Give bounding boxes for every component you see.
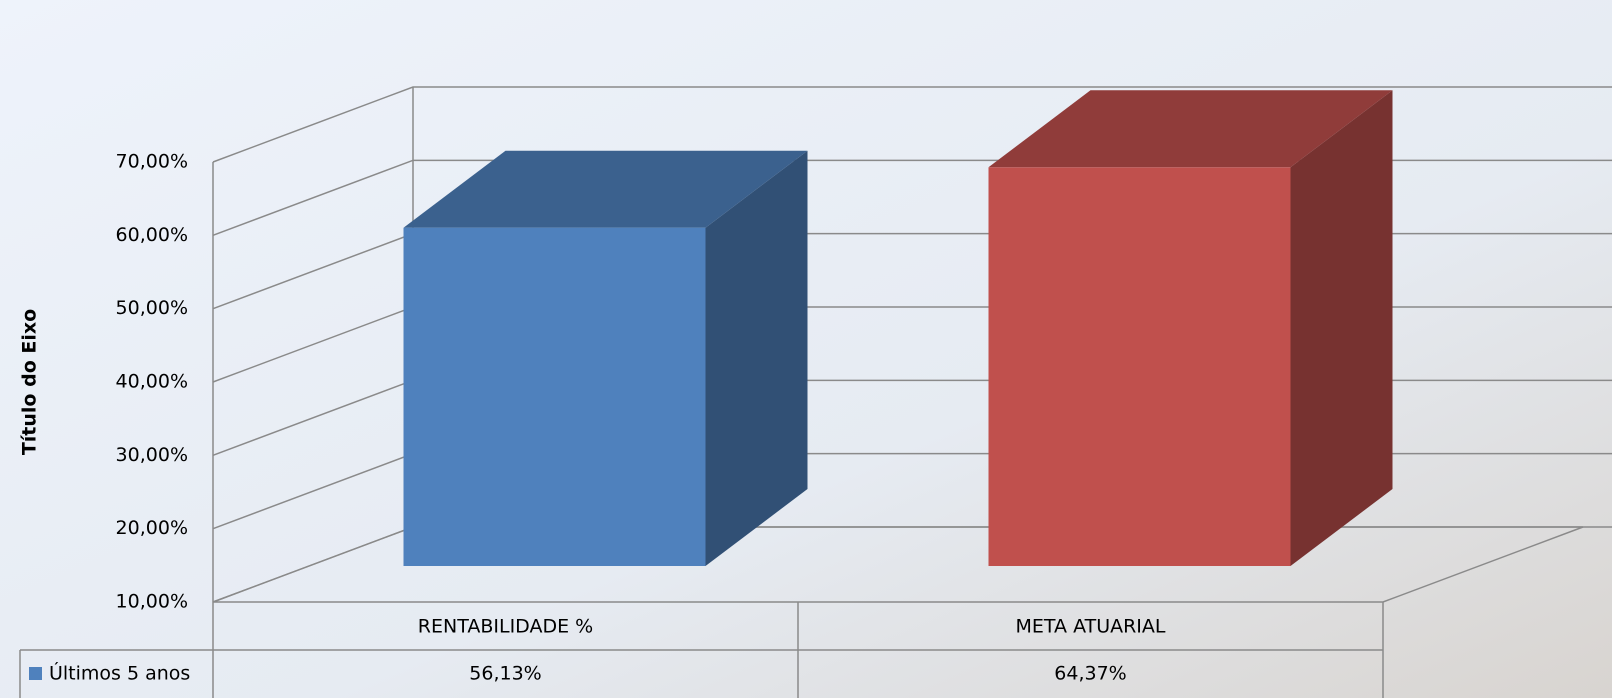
y-tick-label: 60,00% <box>116 224 188 246</box>
bar <box>988 167 1291 566</box>
bar <box>403 227 706 567</box>
y-axis-title: Título do Eixo <box>19 309 41 455</box>
bar-side <box>1290 90 1393 566</box>
y-tick-label: 20,00% <box>116 517 188 539</box>
x-tick-label: RENTABILIDADE % <box>418 616 593 638</box>
value-label: 64,37% <box>1054 663 1126 685</box>
value-label: 56,13% <box>469 663 541 685</box>
bar-top <box>988 90 1393 168</box>
y-tick-label: 50,00% <box>116 297 188 319</box>
grid-line <box>212 86 1612 163</box>
legend-label: Últimos 5 anos <box>49 661 190 685</box>
y-tick-label: 70,00% <box>116 151 188 173</box>
y-tick-label: 40,00% <box>116 371 188 393</box>
y-tick-label: 30,00% <box>116 444 188 466</box>
y-tick-label: 10,00% <box>116 591 188 613</box>
x-tick-label: META ATUARIAL <box>1016 616 1166 638</box>
legend-swatch <box>29 667 42 680</box>
bar-top <box>403 150 808 228</box>
bar-side <box>705 150 808 567</box>
